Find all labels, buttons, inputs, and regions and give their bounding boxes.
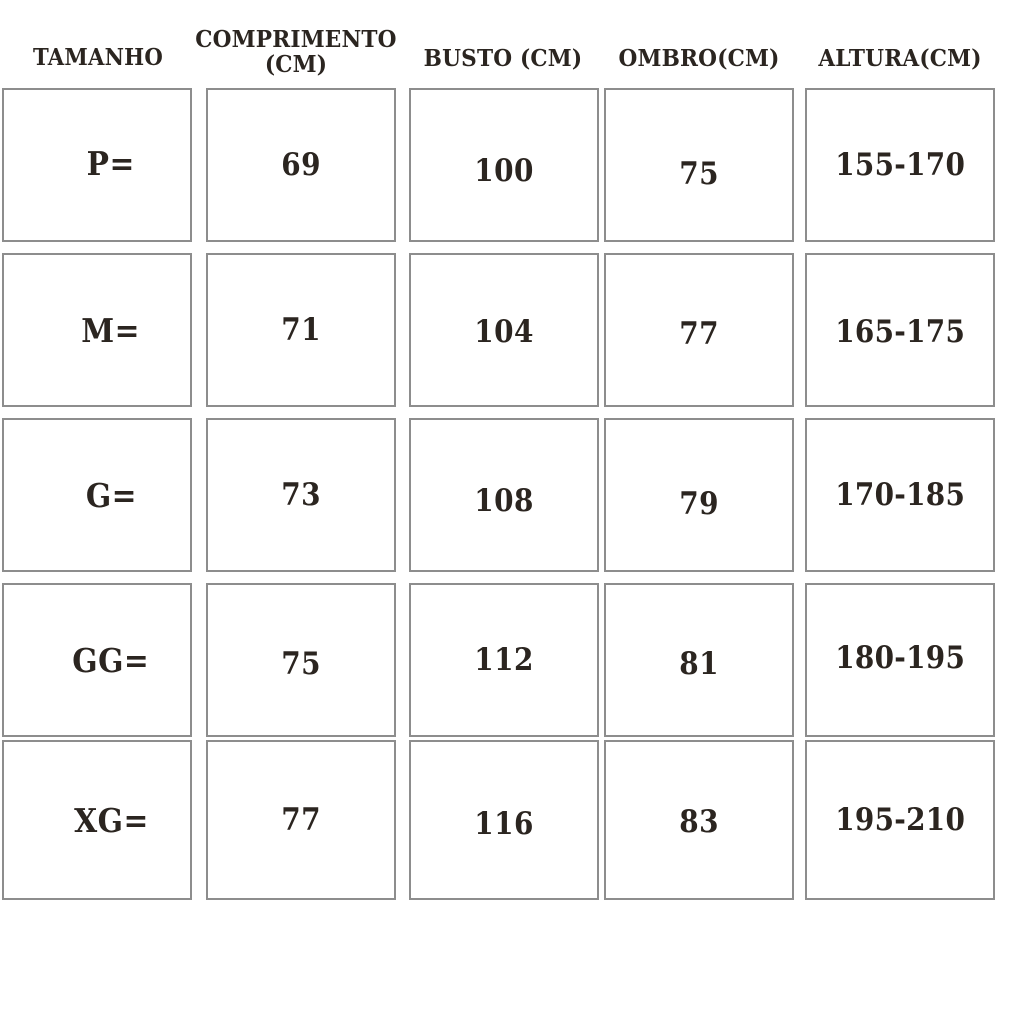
cell-value: 75: [679, 156, 719, 192]
cell-value: G=: [85, 475, 137, 515]
cell-tamanho-m: M=: [2, 253, 192, 407]
cell-tamanho-g: G=: [2, 418, 192, 572]
cell-altura-gg: 180-195: [805, 583, 995, 737]
table-header-row: TAMANHO COMPRIMENTO (CM) BUSTO (CM) OMBR…: [0, 0, 1024, 88]
cell-value: 73: [281, 477, 321, 513]
cell-altura-g: 170-185: [805, 418, 995, 572]
cell-value: 170-185: [835, 477, 965, 513]
cell-comprimento-g: 73: [206, 418, 396, 572]
column-header-ombro: OMBRO(CM): [618, 43, 780, 72]
cell-comprimento-p: 69: [206, 88, 396, 242]
cell-value: 75: [281, 646, 321, 682]
cell-value: 71: [281, 312, 321, 348]
cell-value: 83: [679, 804, 719, 840]
cell-value: GG=: [72, 640, 150, 680]
cell-ombro-xg: 83: [604, 740, 794, 900]
cell-value: XG=: [73, 800, 149, 840]
cell-tamanho-p: P=: [2, 88, 192, 242]
cell-tamanho-xg: XG=: [2, 740, 192, 900]
cell-value: P=: [86, 143, 136, 183]
cell-busto-g: 108: [409, 418, 599, 572]
cell-value: 79: [679, 486, 719, 522]
cell-value: 165-175: [835, 314, 965, 350]
cell-value: 69: [281, 147, 321, 183]
cell-comprimento-gg: 75: [206, 583, 396, 737]
cell-value: 108: [474, 483, 534, 519]
cell-value: 155-170: [835, 147, 965, 183]
cell-comprimento-xg: 77: [206, 740, 396, 900]
cell-value: 77: [281, 802, 321, 838]
cell-value: 112: [474, 642, 534, 678]
cell-busto-xg: 116: [409, 740, 599, 900]
cell-busto-m: 104: [409, 253, 599, 407]
cell-altura-m: 165-175: [805, 253, 995, 407]
cell-value: 100: [474, 153, 534, 189]
cell-value: M=: [81, 310, 141, 350]
column-header-comprimento: COMPRIMENTO (CM): [195, 25, 397, 78]
cell-ombro-m: 77: [604, 253, 794, 407]
cell-value: 81: [679, 646, 719, 682]
column-header-busto: BUSTO (CM): [423, 43, 583, 72]
cell-busto-gg: 112: [409, 583, 599, 737]
cell-value: 116: [474, 806, 534, 842]
cell-ombro-g: 79: [604, 418, 794, 572]
cell-ombro-gg: 81: [604, 583, 794, 737]
cell-value: 180-195: [835, 640, 965, 676]
cell-value: 77: [679, 316, 719, 352]
column-header-altura: ALTURA(CM): [818, 43, 982, 72]
cell-altura-xg: 195-210: [805, 740, 995, 900]
cell-value: 195-210: [835, 802, 965, 838]
column-header-tamanho: TAMANHO: [33, 44, 163, 72]
cell-altura-p: 155-170: [805, 88, 995, 242]
cell-value: 104: [474, 314, 534, 350]
cell-ombro-p: 75: [604, 88, 794, 242]
cell-busto-p: 100: [409, 88, 599, 242]
cell-tamanho-gg: GG=: [2, 583, 192, 737]
cell-comprimento-m: 71: [206, 253, 396, 407]
